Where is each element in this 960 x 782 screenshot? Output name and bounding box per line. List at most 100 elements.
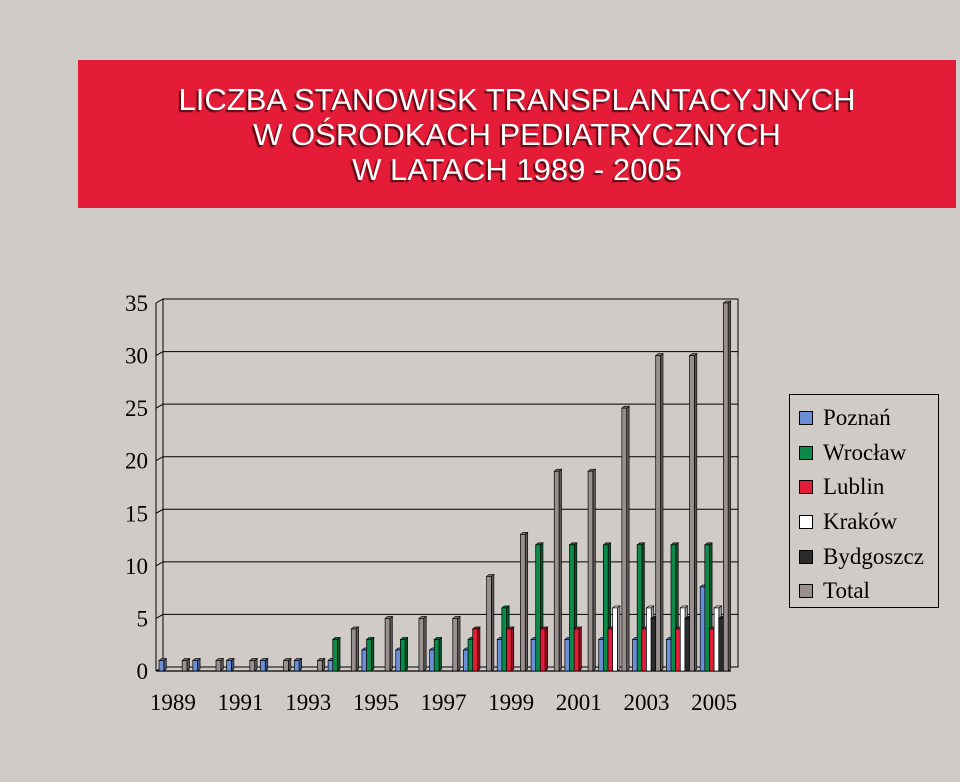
legend-label: Kraków xyxy=(823,509,898,535)
bar xyxy=(636,544,643,672)
bar xyxy=(192,660,198,672)
bar xyxy=(689,355,695,672)
bar-side xyxy=(457,615,461,672)
bar xyxy=(646,607,652,672)
legend-item: Wrocław xyxy=(790,436,938,471)
bar-side xyxy=(694,352,698,672)
title-line-2: W OŚRODKACH PEDIATRYCZNYCH xyxy=(253,116,781,152)
bar-side xyxy=(544,626,548,672)
legend-item: Lublin xyxy=(790,470,938,505)
y-tick-label: 35 xyxy=(125,291,148,316)
bar xyxy=(520,533,526,672)
bar-side xyxy=(592,468,596,672)
bar xyxy=(709,628,715,672)
legend-label: Lublin xyxy=(823,474,885,500)
bar xyxy=(679,607,686,672)
x-tick-label: 1993 xyxy=(285,690,331,715)
bar xyxy=(158,660,165,672)
y-tick-label: 5 xyxy=(137,606,149,631)
x-tick-label: 2005 xyxy=(691,690,737,715)
bar xyxy=(181,660,188,672)
bar xyxy=(621,407,628,672)
legend-swatch xyxy=(799,515,813,530)
bar xyxy=(501,607,508,672)
gridline xyxy=(155,508,738,514)
legend-item: Bydgoszcz xyxy=(790,539,938,574)
bar-side xyxy=(660,352,664,672)
bar xyxy=(433,639,440,672)
bar-side xyxy=(558,468,562,672)
bar-side xyxy=(337,636,341,672)
bar-side xyxy=(626,405,630,672)
bar xyxy=(249,660,255,672)
legend-item: Total xyxy=(790,574,938,609)
bar xyxy=(463,649,469,672)
bar xyxy=(317,660,323,672)
bar xyxy=(452,618,458,672)
x-tick-label: 1995 xyxy=(353,690,399,715)
bar xyxy=(215,660,222,672)
y-tick-label: 20 xyxy=(125,449,148,474)
legend-item: Kraków xyxy=(790,505,938,540)
bar xyxy=(670,544,677,672)
x-tick-label: 1999 xyxy=(488,690,534,715)
bar-side xyxy=(423,615,427,672)
bar-side xyxy=(371,636,375,672)
bar-side xyxy=(617,605,621,672)
legend-label: Bydgoszcz xyxy=(823,543,924,569)
bar xyxy=(684,618,691,672)
bar-side xyxy=(511,626,515,672)
y-tick-label: 0 xyxy=(137,659,149,684)
legend-item: Poznań xyxy=(790,401,938,436)
bar-side xyxy=(477,626,481,672)
bar xyxy=(675,628,681,672)
bar-side xyxy=(524,531,529,672)
bar-side xyxy=(727,300,731,672)
bar xyxy=(569,544,575,672)
legend-swatch xyxy=(799,584,813,599)
bar xyxy=(283,660,289,672)
bar xyxy=(350,628,357,672)
bar xyxy=(530,639,537,672)
title-line-3: W LATACH 1989 - 2005 xyxy=(352,151,682,187)
y-tick-label: 15 xyxy=(125,501,148,526)
bar xyxy=(641,628,647,672)
bar xyxy=(486,576,492,672)
bar-side xyxy=(355,626,359,672)
bar xyxy=(226,660,232,672)
bar xyxy=(699,586,706,672)
bar xyxy=(564,639,571,672)
legend-swatch xyxy=(799,445,813,460)
y-tick-label: 25 xyxy=(125,396,148,421)
bar xyxy=(666,639,672,672)
bar xyxy=(260,660,266,672)
legend-swatch xyxy=(799,411,813,426)
legend-label: Poznań xyxy=(823,405,891,431)
bar xyxy=(472,628,478,672)
x-tick-label: 1989 xyxy=(150,690,196,715)
bar xyxy=(713,607,720,672)
bar xyxy=(327,660,334,672)
bar xyxy=(723,302,729,672)
x-tick-label: 2001 xyxy=(556,690,602,715)
bar xyxy=(553,470,560,672)
bar xyxy=(429,649,435,672)
bar xyxy=(539,628,546,672)
legend-label: Wrocław xyxy=(823,439,907,465)
bar xyxy=(418,618,425,672)
bar xyxy=(496,639,503,672)
bar xyxy=(587,470,594,672)
bar xyxy=(598,639,604,672)
bar xyxy=(650,618,657,672)
gridline xyxy=(155,561,738,567)
x-tick-label: 2003 xyxy=(623,690,669,715)
bar xyxy=(632,639,638,672)
bar xyxy=(361,649,368,672)
y-tick-label: 30 xyxy=(125,344,148,369)
bar xyxy=(655,355,661,672)
bar xyxy=(366,639,372,672)
bar xyxy=(602,544,609,672)
bar xyxy=(535,544,541,672)
title-line-1: LICZBA STANOWISK TRANSPLANTACYJNYCH xyxy=(178,81,856,117)
